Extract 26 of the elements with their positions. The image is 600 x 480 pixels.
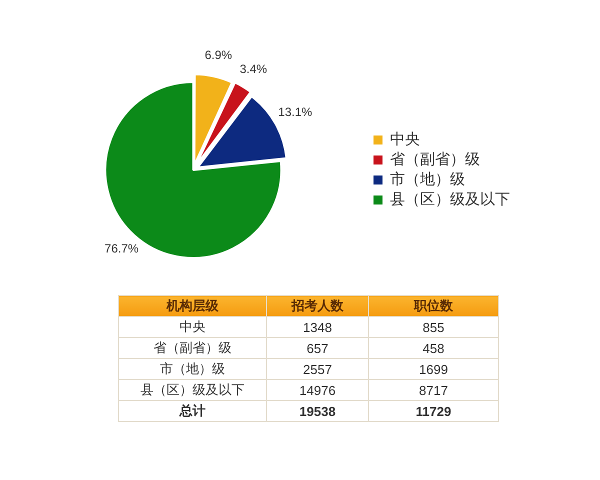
data-label: 6.9% xyxy=(204,48,232,62)
data-label: 11729 xyxy=(368,400,498,422)
legend-label: 县（区）级及以下 xyxy=(390,190,510,208)
text: 招考人数 xyxy=(266,296,368,316)
text: 职位数 xyxy=(368,296,498,316)
text: 机构层级 xyxy=(118,296,266,316)
data-label: 2557 xyxy=(266,358,368,380)
category-label: 县（区）级及以下 xyxy=(118,380,266,400)
data-label: 657 xyxy=(266,338,368,358)
legend-label: 中央 xyxy=(390,130,420,148)
data-label: 76.7% xyxy=(104,242,139,256)
legend-label: 省（副省）级 xyxy=(390,150,480,168)
data-label: 1699 xyxy=(368,358,498,380)
data-label: 8717 xyxy=(368,380,498,400)
category-label: 省（副省）级 xyxy=(118,338,266,358)
data-label: 458 xyxy=(368,338,498,358)
data-label: 13.1% xyxy=(278,104,313,119)
data-label: 855 xyxy=(368,316,498,338)
category-label: 市（地）级 xyxy=(118,358,266,380)
category-label: 总计 xyxy=(118,400,266,422)
data-label: 3.4% xyxy=(240,62,268,76)
category-label: 中央 xyxy=(118,316,266,338)
data-label: 19538 xyxy=(266,400,368,422)
legend-label: 市（地）级 xyxy=(390,170,465,188)
data-label: 1348 xyxy=(266,316,368,338)
data-label: 14976 xyxy=(266,380,368,400)
